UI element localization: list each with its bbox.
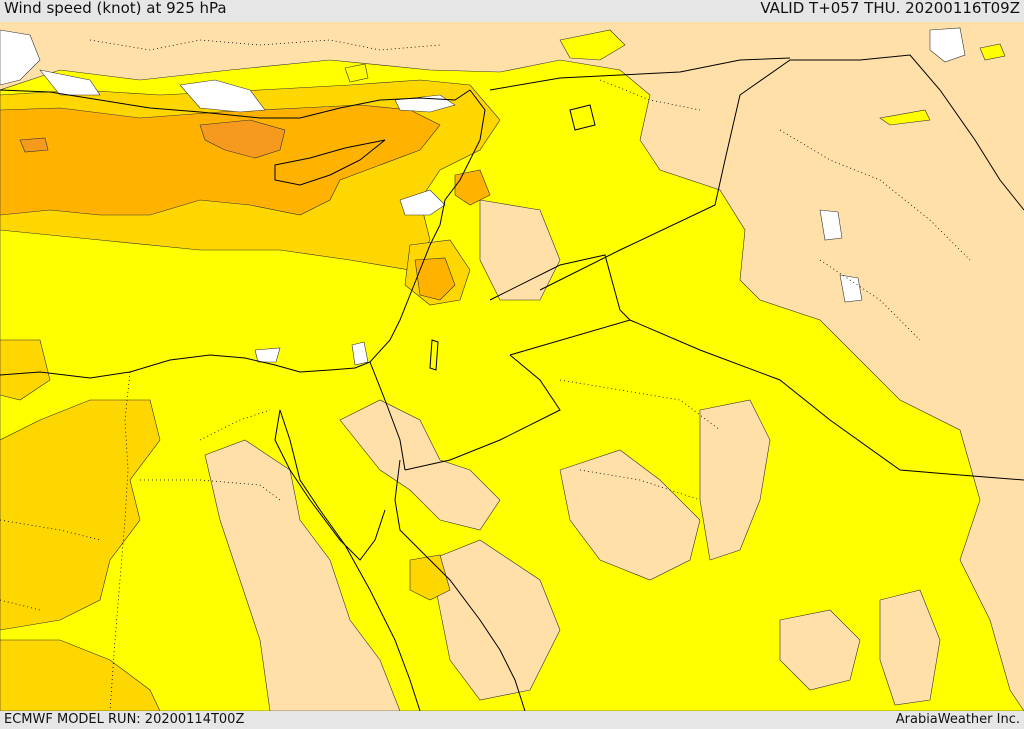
band-low-patch-southeast	[779, 609, 861, 691]
lake-tuz	[569, 104, 596, 131]
band-high-patch-south-coast	[0, 639, 161, 711]
no-data-nile-delta	[254, 347, 281, 363]
coastline-gulf-of-suez	[274, 409, 386, 561]
band-high-patch-libya	[0, 399, 161, 631]
border-jordan-iraq	[489, 254, 631, 321]
border-iraq-saudi	[509, 319, 1024, 481]
coastline-turkey	[0, 89, 471, 119]
band-low-patch-sinai	[339, 399, 501, 531]
admin-border-turkey	[89, 39, 701, 111]
admin-border-southwest	[0, 519, 101, 611]
admin-border-saudi	[559, 379, 721, 501]
border-saudi-jordan	[404, 354, 561, 471]
border-egypt-libya	[109, 371, 131, 711]
band-low-patch-arabia	[559, 449, 701, 581]
coastline-north-africa	[0, 89, 486, 379]
no-data-lebanon	[399, 189, 446, 216]
coastline-red-sea-east	[394, 459, 526, 711]
band-low-patch-far-southeast	[879, 589, 941, 706]
model-run: ECMWF MODEL RUN: 20200114T00Z	[4, 712, 245, 727]
band-high-patch-red-sea	[409, 554, 451, 601]
band-low-patch-south	[429, 539, 561, 701]
band-top-patch-levant	[414, 257, 456, 301]
map-canvas	[0, 22, 1024, 711]
map-title: Wind speed (knot) at 925 hPa	[4, 0, 227, 17]
band-peak-patch	[19, 137, 49, 153]
admin-border-egypt	[140, 409, 281, 501]
band-mid-patch-iran	[979, 43, 1006, 61]
band-mid-patch-north-2	[344, 63, 369, 83]
no-data-iran	[929, 27, 966, 63]
footer-bar: ECMWF MODEL RUN: 20200114T00Z ArabiaWeat…	[0, 711, 1024, 729]
border-syria-iraq	[539, 54, 1024, 291]
no-data-northwest	[39, 69, 101, 96]
no-data-sinai	[351, 341, 369, 366]
no-data-lake	[819, 209, 843, 241]
no-data-lake-2	[839, 274, 863, 303]
cyprus	[274, 139, 386, 186]
border-turkey-syria	[489, 57, 791, 91]
wind-speed-map[interactable]	[0, 22, 1024, 711]
band-high-patch-west	[0, 339, 51, 401]
no-data-turkey	[179, 79, 266, 113]
admin-border-iraq	[779, 129, 971, 341]
band-low-patch-east	[699, 399, 771, 561]
band-peak-area	[199, 119, 286, 159]
dead-sea	[429, 339, 439, 371]
header-bar: Wind speed (knot) at 925 hPa VALID T+057…	[0, 0, 1024, 22]
band-mid-patch-north	[559, 29, 626, 61]
valid-time: VALID T+057 THU. 20200116T09Z	[760, 0, 1020, 17]
no-data-aegean	[0, 29, 41, 86]
band-top-patch-syria	[454, 169, 491, 206]
border-egypt-israel	[369, 361, 406, 471]
credit: ArabiaWeather Inc.	[895, 712, 1020, 727]
band-mid-patch-iraq	[879, 109, 931, 126]
